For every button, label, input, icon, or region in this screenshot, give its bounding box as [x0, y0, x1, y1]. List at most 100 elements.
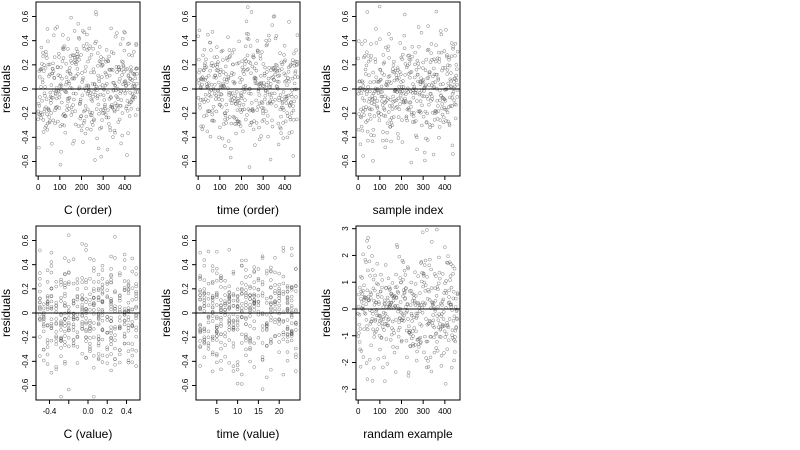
data-point: [246, 67, 250, 71]
data-point: [105, 82, 109, 86]
data-point: [285, 135, 290, 140]
data-point: [450, 96, 454, 100]
data-point: [445, 110, 450, 115]
data-point: [434, 331, 439, 335]
data-point: [254, 68, 259, 73]
data-point: [454, 296, 458, 301]
data-point: [441, 66, 445, 70]
data-point: [289, 100, 293, 104]
data-point: [65, 69, 70, 74]
data-point: [94, 107, 99, 111]
y-tick-label: -0.4: [21, 354, 30, 368]
data-point: [251, 55, 255, 59]
data-point: [392, 331, 396, 335]
data-point: [379, 272, 383, 277]
data-point: [384, 138, 389, 143]
data-point: [105, 280, 110, 284]
data-point: [80, 280, 84, 284]
data-point: [238, 75, 242, 80]
data-point: [372, 335, 376, 339]
data-point: [412, 299, 417, 304]
data-point: [51, 118, 56, 123]
data-point: [55, 25, 59, 29]
data-point: [365, 239, 369, 243]
data-point: [420, 103, 424, 108]
data-point: [396, 136, 401, 140]
data-point: [380, 295, 384, 299]
data-point: [404, 65, 409, 70]
data-point: [199, 124, 203, 129]
data-point: [105, 294, 110, 298]
data-point: [92, 335, 96, 340]
data-point: [84, 320, 88, 325]
data-point: [74, 59, 79, 64]
data-point: [110, 68, 115, 72]
data-point: [427, 72, 432, 76]
data-point: [434, 274, 438, 278]
y-tick-label: -0.6: [181, 378, 190, 392]
data-point: [435, 72, 439, 77]
data-point: [426, 97, 430, 101]
data-point: [113, 326, 117, 331]
data-point: [453, 84, 457, 89]
data-point: [66, 328, 71, 332]
data-point: [437, 125, 442, 129]
data-point: [244, 322, 248, 326]
data-point: [71, 91, 76, 96]
data-point: [399, 338, 404, 343]
data-point: [202, 287, 207, 291]
data-point: [438, 322, 442, 326]
data-point: [75, 295, 80, 299]
y-tick-label: -1: [341, 332, 350, 340]
data-point: [219, 92, 223, 96]
data-point: [425, 111, 429, 116]
data-point: [123, 30, 127, 35]
data-point: [100, 300, 105, 304]
data-point: [423, 301, 427, 306]
data-point: [204, 113, 209, 118]
data-point: [121, 64, 126, 69]
data-point: [134, 41, 138, 46]
data-point: [201, 77, 206, 82]
data-point: [135, 81, 139, 86]
data-point: [197, 81, 201, 86]
data-point: [377, 118, 382, 122]
data-point: [230, 98, 234, 102]
data-point: [269, 285, 273, 290]
data-point: [134, 266, 138, 270]
data-point: [408, 58, 413, 62]
data-point: [90, 99, 95, 103]
data-point: [429, 51, 433, 55]
data-point: [54, 300, 58, 305]
data-point: [228, 115, 232, 119]
data-point: [397, 254, 402, 259]
data-point: [206, 314, 211, 319]
data-point: [374, 329, 378, 334]
data-point: [240, 288, 244, 292]
x-tick-label: 15: [254, 407, 263, 416]
data-point: [439, 364, 444, 368]
data-point: [114, 65, 119, 69]
data-point: [75, 361, 80, 365]
data-point: [46, 39, 50, 44]
data-point: [210, 112, 214, 117]
data-point: [409, 311, 414, 316]
data-point: [79, 128, 84, 133]
data-point: [248, 44, 253, 48]
data-point: [120, 36, 125, 41]
data-point: [59, 295, 63, 300]
data-point: [223, 313, 227, 317]
data-point: [51, 69, 56, 73]
data-point: [263, 97, 267, 102]
data-point: [198, 297, 202, 302]
plot-frame: [355, 225, 461, 401]
data-point: [96, 321, 101, 326]
data-point: [198, 330, 202, 335]
data-point: [281, 136, 286, 140]
data-point: [226, 86, 230, 91]
data-point: [84, 248, 88, 252]
data-point: [244, 347, 248, 352]
data-point: [37, 145, 41, 150]
data-point: [363, 39, 367, 43]
data-point: [44, 97, 49, 102]
